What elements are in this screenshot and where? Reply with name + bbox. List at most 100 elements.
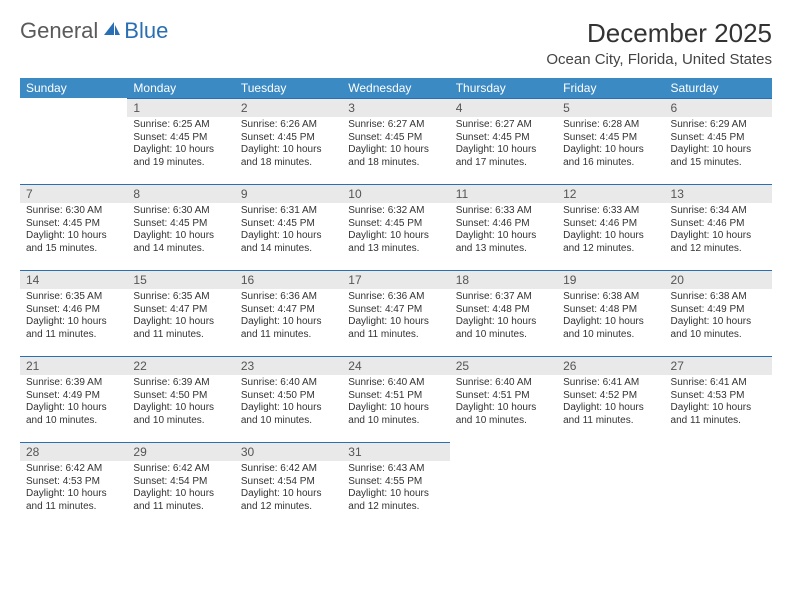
calendar-cell: 4Sunrise: 6:27 AMSunset: 4:45 PMDaylight… (450, 98, 557, 184)
day-details: Sunrise: 6:31 AMSunset: 4:45 PMDaylight:… (235, 203, 342, 259)
brand-blue: Blue (124, 18, 168, 44)
calendar-cell: 7Sunrise: 6:30 AMSunset: 4:45 PMDaylight… (20, 184, 127, 270)
day-number: 31 (342, 442, 449, 461)
calendar-cell: 21Sunrise: 6:39 AMSunset: 4:49 PMDayligh… (20, 356, 127, 442)
calendar-week-row: 1Sunrise: 6:25 AMSunset: 4:45 PMDaylight… (20, 98, 772, 184)
calendar-cell (557, 442, 664, 528)
calendar-cell: 19Sunrise: 6:38 AMSunset: 4:48 PMDayligh… (557, 270, 664, 356)
day-details: Sunrise: 6:37 AMSunset: 4:48 PMDaylight:… (450, 289, 557, 345)
day-number: 22 (127, 356, 234, 375)
calendar-cell: 10Sunrise: 6:32 AMSunset: 4:45 PMDayligh… (342, 184, 449, 270)
day-details: Sunrise: 6:40 AMSunset: 4:51 PMDaylight:… (450, 375, 557, 431)
calendar-cell: 1Sunrise: 6:25 AMSunset: 4:45 PMDaylight… (127, 98, 234, 184)
header: General Blue December 2025 Ocean City, F… (20, 18, 772, 68)
calendar-cell: 17Sunrise: 6:36 AMSunset: 4:47 PMDayligh… (342, 270, 449, 356)
calendar-cell: 18Sunrise: 6:37 AMSunset: 4:48 PMDayligh… (450, 270, 557, 356)
day-details: Sunrise: 6:30 AMSunset: 4:45 PMDaylight:… (127, 203, 234, 259)
day-details: Sunrise: 6:42 AMSunset: 4:54 PMDaylight:… (235, 461, 342, 517)
calendar-cell: 22Sunrise: 6:39 AMSunset: 4:50 PMDayligh… (127, 356, 234, 442)
calendar-cell: 25Sunrise: 6:40 AMSunset: 4:51 PMDayligh… (450, 356, 557, 442)
calendar-cell: 11Sunrise: 6:33 AMSunset: 4:46 PMDayligh… (450, 184, 557, 270)
day-number: 25 (450, 356, 557, 375)
day-number: 27 (665, 356, 772, 375)
calendar-cell: 13Sunrise: 6:34 AMSunset: 4:46 PMDayligh… (665, 184, 772, 270)
day-number: 18 (450, 270, 557, 289)
day-number: 16 (235, 270, 342, 289)
day-number: 12 (557, 184, 664, 203)
calendar-cell: 30Sunrise: 6:42 AMSunset: 4:54 PMDayligh… (235, 442, 342, 528)
calendar-cell: 23Sunrise: 6:40 AMSunset: 4:50 PMDayligh… (235, 356, 342, 442)
weekday-header: Sunday (20, 78, 127, 98)
location: Ocean City, Florida, United States (546, 51, 772, 68)
calendar-table: SundayMondayTuesdayWednesdayThursdayFrid… (20, 78, 772, 528)
day-number: 28 (20, 442, 127, 461)
day-details: Sunrise: 6:27 AMSunset: 4:45 PMDaylight:… (450, 117, 557, 173)
day-number: 26 (557, 356, 664, 375)
calendar-cell: 16Sunrise: 6:36 AMSunset: 4:47 PMDayligh… (235, 270, 342, 356)
day-number: 5 (557, 98, 664, 117)
day-details: Sunrise: 6:43 AMSunset: 4:55 PMDaylight:… (342, 461, 449, 517)
calendar-body: 1Sunrise: 6:25 AMSunset: 4:45 PMDaylight… (20, 98, 772, 528)
calendar-cell: 26Sunrise: 6:41 AMSunset: 4:52 PMDayligh… (557, 356, 664, 442)
day-number: 17 (342, 270, 449, 289)
calendar-cell: 24Sunrise: 6:40 AMSunset: 4:51 PMDayligh… (342, 356, 449, 442)
day-details: Sunrise: 6:25 AMSunset: 4:45 PMDaylight:… (127, 117, 234, 173)
day-details: Sunrise: 6:29 AMSunset: 4:45 PMDaylight:… (665, 117, 772, 173)
day-number: 21 (20, 356, 127, 375)
day-number: 3 (342, 98, 449, 117)
day-details: Sunrise: 6:27 AMSunset: 4:45 PMDaylight:… (342, 117, 449, 173)
day-details: Sunrise: 6:26 AMSunset: 4:45 PMDaylight:… (235, 117, 342, 173)
day-number: 1 (127, 98, 234, 117)
day-details: Sunrise: 6:42 AMSunset: 4:54 PMDaylight:… (127, 461, 234, 517)
weekday-header: Monday (127, 78, 234, 98)
calendar-header-row: SundayMondayTuesdayWednesdayThursdayFrid… (20, 78, 772, 98)
day-details: Sunrise: 6:36 AMSunset: 4:47 PMDaylight:… (342, 289, 449, 345)
day-number: 30 (235, 442, 342, 461)
calendar-cell: 20Sunrise: 6:38 AMSunset: 4:49 PMDayligh… (665, 270, 772, 356)
calendar-cell: 28Sunrise: 6:42 AMSunset: 4:53 PMDayligh… (20, 442, 127, 528)
month-title: December 2025 (546, 18, 772, 49)
weekday-header: Tuesday (235, 78, 342, 98)
calendar-cell: 2Sunrise: 6:26 AMSunset: 4:45 PMDaylight… (235, 98, 342, 184)
day-details: Sunrise: 6:40 AMSunset: 4:50 PMDaylight:… (235, 375, 342, 431)
calendar-cell: 29Sunrise: 6:42 AMSunset: 4:54 PMDayligh… (127, 442, 234, 528)
calendar-cell: 6Sunrise: 6:29 AMSunset: 4:45 PMDaylight… (665, 98, 772, 184)
day-number: 24 (342, 356, 449, 375)
day-details: Sunrise: 6:36 AMSunset: 4:47 PMDaylight:… (235, 289, 342, 345)
day-number: 2 (235, 98, 342, 117)
day-number: 23 (235, 356, 342, 375)
sail-icon (102, 20, 122, 43)
calendar-week-row: 21Sunrise: 6:39 AMSunset: 4:49 PMDayligh… (20, 356, 772, 442)
calendar-cell: 3Sunrise: 6:27 AMSunset: 4:45 PMDaylight… (342, 98, 449, 184)
day-details: Sunrise: 6:28 AMSunset: 4:45 PMDaylight:… (557, 117, 664, 173)
day-details: Sunrise: 6:30 AMSunset: 4:45 PMDaylight:… (20, 203, 127, 259)
day-number: 14 (20, 270, 127, 289)
day-number: 4 (450, 98, 557, 117)
calendar-week-row: 28Sunrise: 6:42 AMSunset: 4:53 PMDayligh… (20, 442, 772, 528)
day-number: 10 (342, 184, 449, 203)
day-number: 7 (20, 184, 127, 203)
calendar-cell (20, 98, 127, 184)
calendar-cell (665, 442, 772, 528)
calendar-cell: 9Sunrise: 6:31 AMSunset: 4:45 PMDaylight… (235, 184, 342, 270)
day-number: 11 (450, 184, 557, 203)
day-details: Sunrise: 6:34 AMSunset: 4:46 PMDaylight:… (665, 203, 772, 259)
day-details: Sunrise: 6:38 AMSunset: 4:48 PMDaylight:… (557, 289, 664, 345)
day-number: 9 (235, 184, 342, 203)
weekday-header: Friday (557, 78, 664, 98)
calendar-cell: 8Sunrise: 6:30 AMSunset: 4:45 PMDaylight… (127, 184, 234, 270)
calendar-week-row: 14Sunrise: 6:35 AMSunset: 4:46 PMDayligh… (20, 270, 772, 356)
weekday-header: Wednesday (342, 78, 449, 98)
brand-logo: General Blue (20, 18, 168, 44)
day-number: 8 (127, 184, 234, 203)
day-number: 20 (665, 270, 772, 289)
calendar-cell: 15Sunrise: 6:35 AMSunset: 4:47 PMDayligh… (127, 270, 234, 356)
weekday-header: Thursday (450, 78, 557, 98)
day-details: Sunrise: 6:33 AMSunset: 4:46 PMDaylight:… (557, 203, 664, 259)
day-details: Sunrise: 6:35 AMSunset: 4:46 PMDaylight:… (20, 289, 127, 345)
day-number: 15 (127, 270, 234, 289)
day-details: Sunrise: 6:41 AMSunset: 4:52 PMDaylight:… (557, 375, 664, 431)
day-details: Sunrise: 6:39 AMSunset: 4:49 PMDaylight:… (20, 375, 127, 431)
calendar-cell: 14Sunrise: 6:35 AMSunset: 4:46 PMDayligh… (20, 270, 127, 356)
day-details: Sunrise: 6:38 AMSunset: 4:49 PMDaylight:… (665, 289, 772, 345)
